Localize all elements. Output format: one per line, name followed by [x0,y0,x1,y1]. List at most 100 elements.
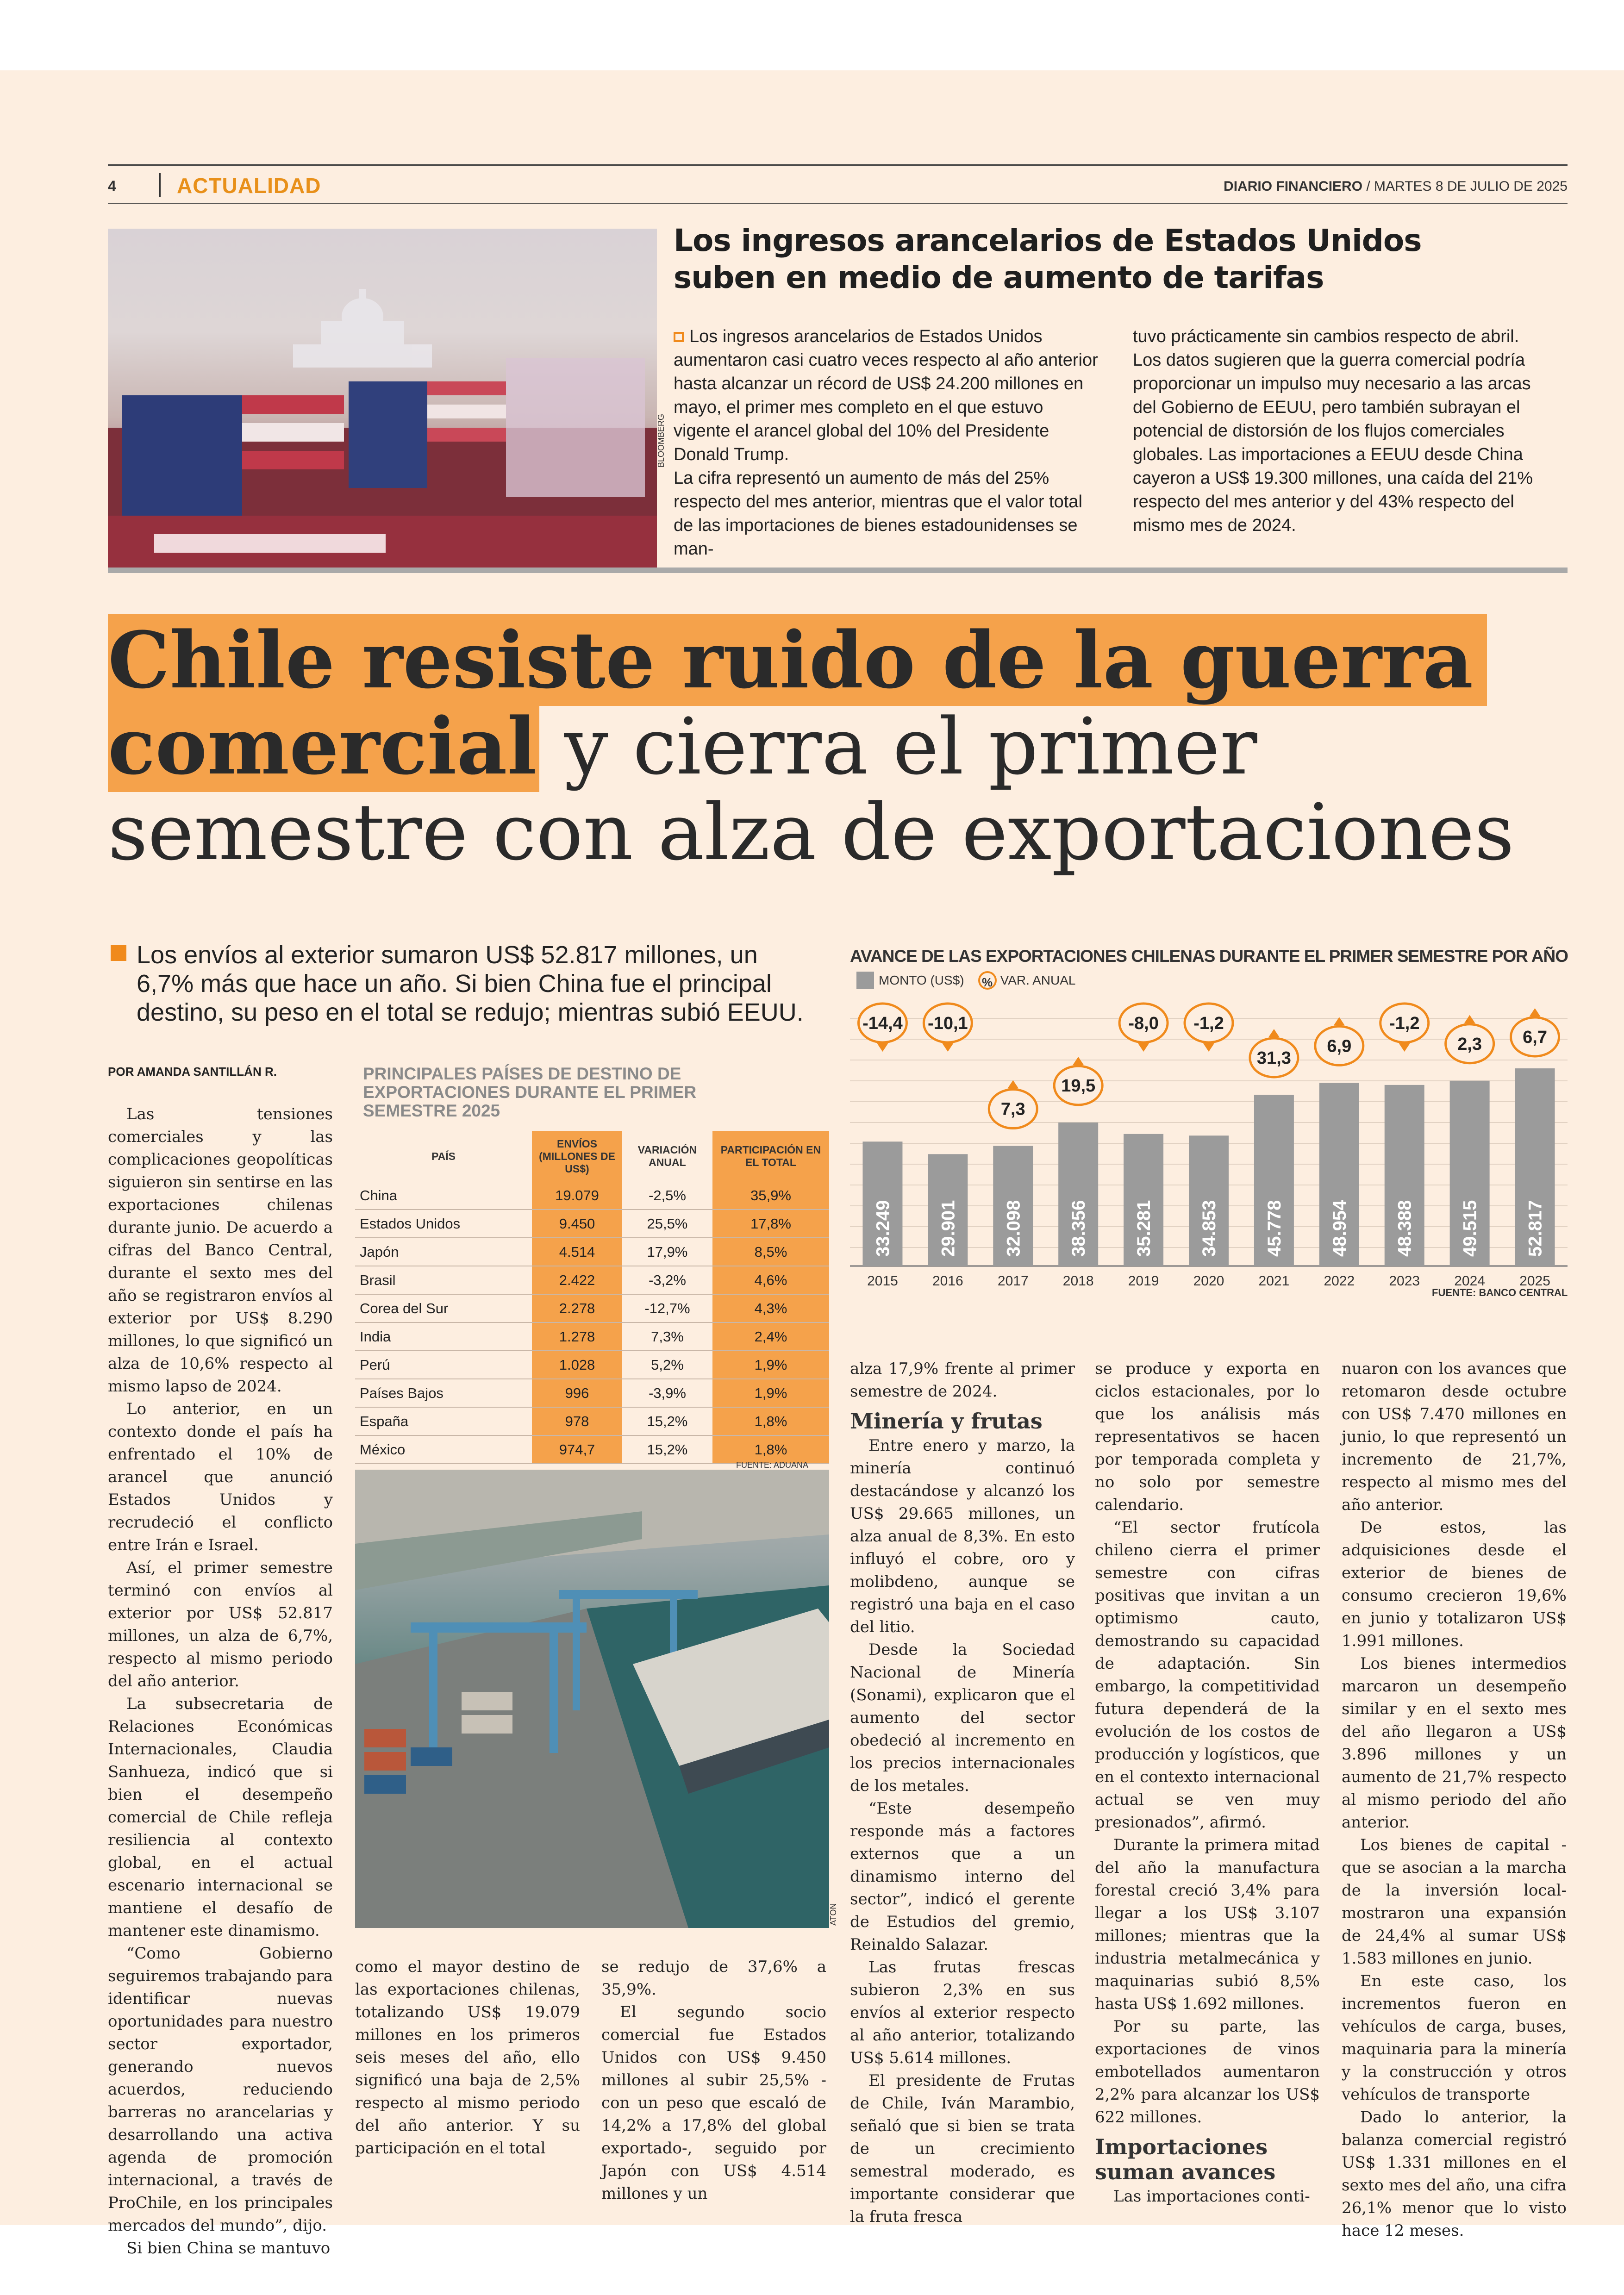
legend-amount: MONTO (US$) [879,973,964,987]
main-headline: Chile resiste ruido de la guerra comerci… [108,614,1515,878]
variation-label: -10,1 [928,1014,968,1033]
header-divider [159,173,161,197]
col5-p5: Las importaciones conti- [1113,2187,1310,2206]
col3-p2: El segundo socio comercial fue Estados U… [601,2003,826,2203]
variation-bubble [1314,1025,1365,1066]
bar [1319,1083,1359,1266]
col6-p2: De estos, las adquisiciones desde el ext… [1342,1518,1567,1650]
bar [1189,1135,1229,1266]
shipments-cell: 996 [532,1379,622,1408]
legend-var: VAR. ANUAL [1000,973,1076,987]
share-cell: 8,5% [712,1238,829,1266]
flags-photo [108,229,657,571]
body-column-2: como el mayor destino de las exportacion… [355,1956,580,2160]
port-illustration [355,1470,829,1928]
header-rule [108,164,1568,166]
x-tick-label: 2021 [1259,1273,1290,1289]
col4-p3: Desde la Sociedad Nacional de Minería (S… [850,1640,1075,1795]
table-source: FUENTE: ADUANA [736,1460,809,1470]
table-row: China 19.079 -2,5% 35,9% [355,1182,829,1210]
bar-value-label: 33.249 [873,1200,893,1257]
x-tick-label: 2022 [1324,1273,1355,1289]
arrow-down-icon [942,1043,954,1052]
share-cell: 2,4% [712,1322,829,1351]
arrow-down-icon [1399,1043,1410,1052]
country-cell: China [355,1182,532,1210]
body-column-1: Las tensiones comerciales y las complica… [108,1103,333,2260]
table-row: Japón 4.514 17,9% 8,5% [355,1238,829,1266]
shipments-cell: 2.278 [532,1294,622,1323]
lead-paragraph: Los envíos al exterior sumaron US$ 52.81… [108,941,821,1027]
col1-p1: Las tensiones comerciales y las complica… [108,1105,333,1396]
col4-p5: Las frutas frescas subieron 2,3% en sus … [850,1958,1075,2067]
col6-p1: nuaron con los avances que retomaron des… [1342,1360,1567,1514]
body-column-3: se redujo de 37,6% a 35,9%. El segundo s… [601,1956,826,2205]
variation-label: -8,0 [1128,1014,1158,1033]
bar-value-label: 38.356 [1068,1200,1089,1257]
x-tick-label: 2024 [1454,1273,1485,1289]
shipments-cell: 978 [532,1407,622,1436]
variation-cell: -3,2% [622,1266,712,1295]
table-title: PRINCIPALES PAÍSES DE DESTINO DE EXPORTA… [363,1064,697,1120]
photo-credit-top: BLOOMBERG [656,413,666,468]
table-row: México 974,7 15,2% 1,8% [355,1435,829,1464]
variation-bubble [1379,1002,1430,1044]
col1-p6: Si bien China se mantuvo [126,2239,331,2258]
bar-value-label: 34.853 [1199,1200,1219,1257]
lead-bullet [111,945,126,961]
x-tick-label: 2015 [867,1273,898,1289]
variation-bubble [1183,1002,1234,1044]
variation-bubble [857,1002,908,1044]
bar [862,1141,903,1266]
arrow-up-icon [1073,1056,1084,1065]
variation-label: 2,3 [1457,1035,1482,1054]
col5-p2: “El sector frutícola chileno cierra el p… [1095,1518,1320,1832]
shipments-cell: 1.278 [532,1322,622,1351]
country-cell: Estados Unidos [355,1210,532,1238]
subhead-mineria: Minería y frutas [850,1409,1043,1434]
share-cell: 1,9% [712,1351,829,1379]
variation-label: 31,3 [1257,1048,1291,1068]
top-story-title: Los ingresos arancelarios de Estados Uni… [674,222,1422,296]
variation-bubble [1249,1037,1299,1079]
byline: POR AMANDA SANTILLÁN R. [108,1065,277,1079]
x-tick-label: 2018 [1063,1273,1094,1289]
share-cell: 35,9% [712,1182,829,1210]
variation-label: 6,7 [1523,1028,1547,1047]
variation-cell: 15,2% [622,1435,712,1464]
body-column-4: alza 17,9% frente al primer semestre de … [850,1358,1075,2228]
headline-line3: semestre con alza de exportaciones [108,787,1515,878]
th-variation: VARIACIÓN ANUAL [637,1144,697,1168]
country-cell: Japón [355,1238,532,1266]
arrow-up-icon [1333,1017,1345,1026]
x-tick-label: 2023 [1389,1273,1420,1289]
country-cell: España [355,1407,532,1436]
bar-value-label: 49.515 [1460,1200,1480,1257]
country-cell: Brasil [355,1266,532,1295]
variation-bubble [1444,1023,1495,1065]
col6-p3: Los bienes intermedios marcaron un desem… [1342,1654,1567,1832]
col4-p6: El presidente de Frutas de Chile, Iván M… [850,2071,1075,2226]
bar-value-label: 52.817 [1525,1200,1546,1257]
bar [1384,1085,1424,1266]
table-row: Estados Unidos 9.450 25,5% 17,8% [355,1210,829,1238]
variation-label: 19,5 [1061,1076,1095,1096]
variation-cell: 7,3% [622,1322,712,1351]
variation-label: 6,9 [1327,1036,1351,1056]
col6-p5: En este caso, los incrementos fueron en … [1342,1972,1567,2104]
body-column-5: se produce y exporta en ciclos estaciona… [1095,1358,1320,2208]
headline-rest-2: y cierra el primer [539,701,1257,792]
bar [1515,1068,1555,1266]
variation-label: -1,2 [1389,1014,1419,1033]
lead-text: Los envíos al exterior sumaron US$ 52.81… [137,941,804,1026]
x-tick-label: 2020 [1193,1273,1224,1289]
country-cell: México [355,1435,532,1464]
share-cell: 1,8% [712,1407,829,1436]
body-column-6: nuaron con los avances que retomaron des… [1342,1358,1567,2242]
bar [1058,1122,1099,1266]
variation-bubble [1118,1002,1169,1044]
bullet-icon [674,332,684,342]
col5-p1: se produce y exporta en ciclos estaciona… [1095,1360,1320,1514]
col1-p4: La subsecretaria de Relaciones Económica… [108,1695,333,1940]
arrow-up-icon [1007,1080,1019,1089]
